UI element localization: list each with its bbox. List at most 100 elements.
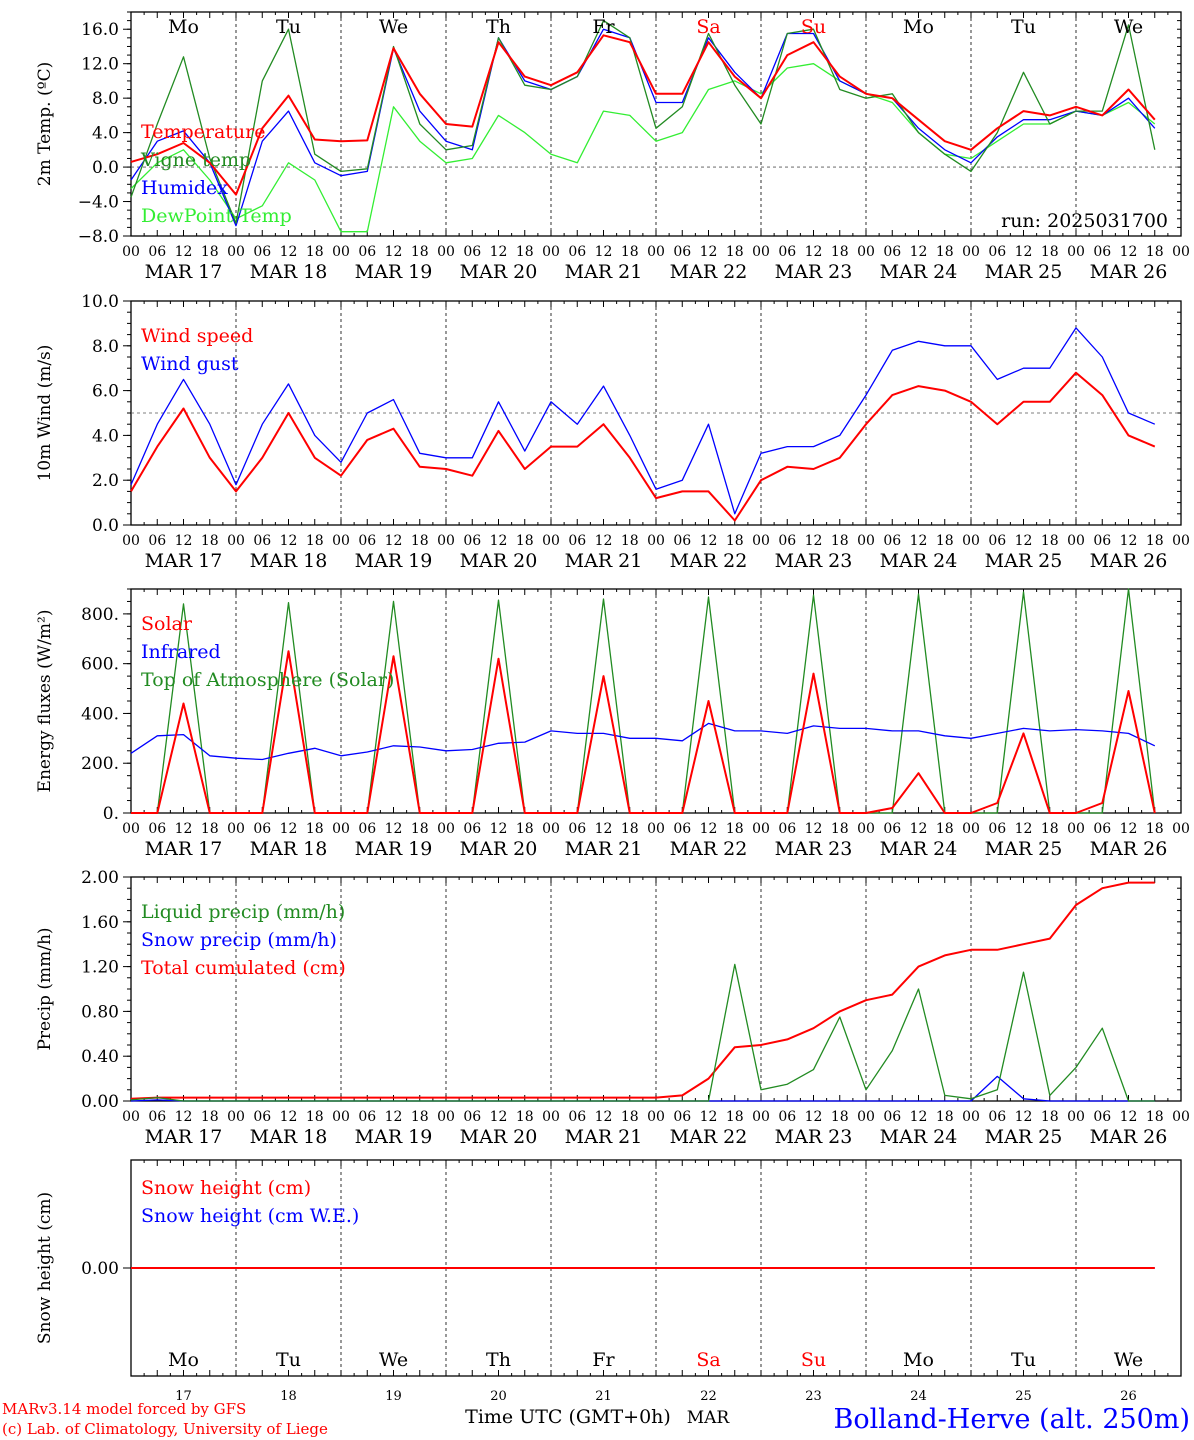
day-name-label: Tu <box>276 1349 301 1371</box>
x-hour-label: 18 <box>306 1109 324 1125</box>
legend-entry: Total cumulated (cm) <box>141 957 346 979</box>
x-hour-label: 06 <box>778 821 796 837</box>
x-hour-label: 06 <box>673 1109 691 1125</box>
series-vigne-temp-line <box>130 19 1156 224</box>
legend-entry: Snow height (cm) <box>141 1177 311 1199</box>
x-hour-label: 00 <box>122 821 140 837</box>
date-label: MAR 22 <box>670 838 748 860</box>
x-hour-label: 00 <box>647 1109 665 1125</box>
x-hour-label: 18 <box>621 533 639 549</box>
x-hour-label: 12 <box>280 244 298 260</box>
x-hour-label: 06 <box>358 1109 376 1125</box>
y-tick-label: 800. <box>81 605 119 625</box>
day-number-label: 26 <box>1120 1389 1137 1404</box>
x-hour-label: 06 <box>883 244 901 260</box>
x-hour-label: 00 <box>752 1109 770 1125</box>
x-hour-label: 18 <box>201 533 219 549</box>
x-hour-label: 06 <box>988 1109 1006 1125</box>
y-tick-label: 12.0 <box>81 55 119 75</box>
x-hour-label: 12 <box>1120 533 1138 549</box>
x-hour-label: 00 <box>1067 533 1085 549</box>
date-label: MAR 20 <box>460 1126 538 1148</box>
date-label: MAR 24 <box>880 261 958 283</box>
x-hour-label: 18 <box>1041 533 1059 549</box>
day-name-label: Fr <box>592 16 615 38</box>
x-hour-label: 12 <box>1015 1109 1033 1125</box>
date-label: MAR 22 <box>670 1126 748 1148</box>
y-tick-label: 1.20 <box>81 958 119 978</box>
x-hour-label: 18 <box>936 533 954 549</box>
date-label: MAR 19 <box>355 1126 433 1148</box>
x-hour-label: 18 <box>726 533 744 549</box>
legend-entry: DewPoint Temp <box>141 205 292 227</box>
x-hour-label: 12 <box>595 533 613 549</box>
x-hour-label: 06 <box>253 1109 271 1125</box>
series-infrared-line <box>130 722 1156 761</box>
x-hour-label: 12 <box>700 821 718 837</box>
x-hour-label: 18 <box>306 533 324 549</box>
x-hour-label: 18 <box>411 821 429 837</box>
day-name-label: Fr <box>592 1349 615 1371</box>
x-hour-label: 12 <box>595 821 613 837</box>
x-hour-label: 00 <box>1172 244 1190 260</box>
day-name-label: Tu <box>1011 16 1036 38</box>
date-label: MAR 21 <box>565 550 643 572</box>
date-label: MAR 19 <box>355 550 433 572</box>
x-hour-label: 06 <box>463 244 481 260</box>
x-hour-label: 00 <box>857 533 875 549</box>
x-hour-label: 00 <box>437 244 455 260</box>
x-hour-label: 06 <box>1093 821 1111 837</box>
x-hour-label: 00 <box>437 821 455 837</box>
y-tick-label: 2.00 <box>81 868 119 888</box>
x-hour-label: 06 <box>988 821 1006 837</box>
x-hour-label: 00 <box>647 533 665 549</box>
x-hour-label: 00 <box>542 821 560 837</box>
x-hour-label: 18 <box>831 1109 849 1125</box>
x-hour-label: 00 <box>1067 244 1085 260</box>
x-hour-label: 12 <box>910 821 928 837</box>
day-number-label: 25 <box>1015 1389 1032 1404</box>
run-label: run: 2025031700 <box>1001 210 1168 232</box>
x-hour-label: 06 <box>673 821 691 837</box>
x-hour-label: 06 <box>568 244 586 260</box>
day-number-label: 23 <box>805 1389 822 1404</box>
x-hour-label: 12 <box>1015 821 1033 837</box>
x-hour-label: 12 <box>175 244 193 260</box>
legend-entry: Solar <box>141 613 193 635</box>
x-hour-label: 00 <box>857 244 875 260</box>
date-label: MAR 18 <box>250 261 328 283</box>
day-number-label: 22 <box>700 1389 717 1404</box>
x-hour-label: 18 <box>516 533 534 549</box>
legend-entry: Liquid precip (mm/h) <box>141 901 345 923</box>
x-hour-label: 12 <box>700 244 718 260</box>
day-number-label: 21 <box>595 1389 612 1404</box>
x-hour-label: 00 <box>122 1109 140 1125</box>
y-tick-label: 600. <box>81 655 119 675</box>
date-label: MAR 26 <box>1090 550 1168 572</box>
x-hour-label: 12 <box>490 821 508 837</box>
x-hour-label: 00 <box>1172 821 1190 837</box>
x-hour-label: 18 <box>831 244 849 260</box>
day-name-label: We <box>379 16 408 38</box>
date-label: MAR 26 <box>1090 261 1168 283</box>
x-hour-label: 18 <box>1146 1109 1164 1125</box>
x-hour-label: 18 <box>1041 821 1059 837</box>
date-label: MAR 26 <box>1090 838 1168 860</box>
month-label: MAR <box>687 1408 731 1428</box>
legend-entry: Wind gust <box>141 353 239 375</box>
y-tick-label: 400. <box>81 704 119 724</box>
day-number-label: 24 <box>910 1389 927 1404</box>
legend-entry: Snow precip (mm/h) <box>141 929 337 951</box>
date-label: MAR 24 <box>880 1126 958 1148</box>
x-hour-label: 12 <box>700 533 718 549</box>
x-hour-label: 12 <box>1015 244 1033 260</box>
x-hour-label: 12 <box>280 1109 298 1125</box>
x-hour-label: 06 <box>148 1109 166 1125</box>
y-tick-label: 4.0 <box>92 426 119 446</box>
x-hour-label: 06 <box>358 821 376 837</box>
date-label: MAR 26 <box>1090 1126 1168 1148</box>
x-hour-label: 18 <box>726 244 744 260</box>
x-hour-label: 00 <box>857 1109 875 1125</box>
footer-lab-credit: (c) Lab. of Climatology, University of L… <box>2 1420 328 1438</box>
x-hour-label: 12 <box>595 244 613 260</box>
